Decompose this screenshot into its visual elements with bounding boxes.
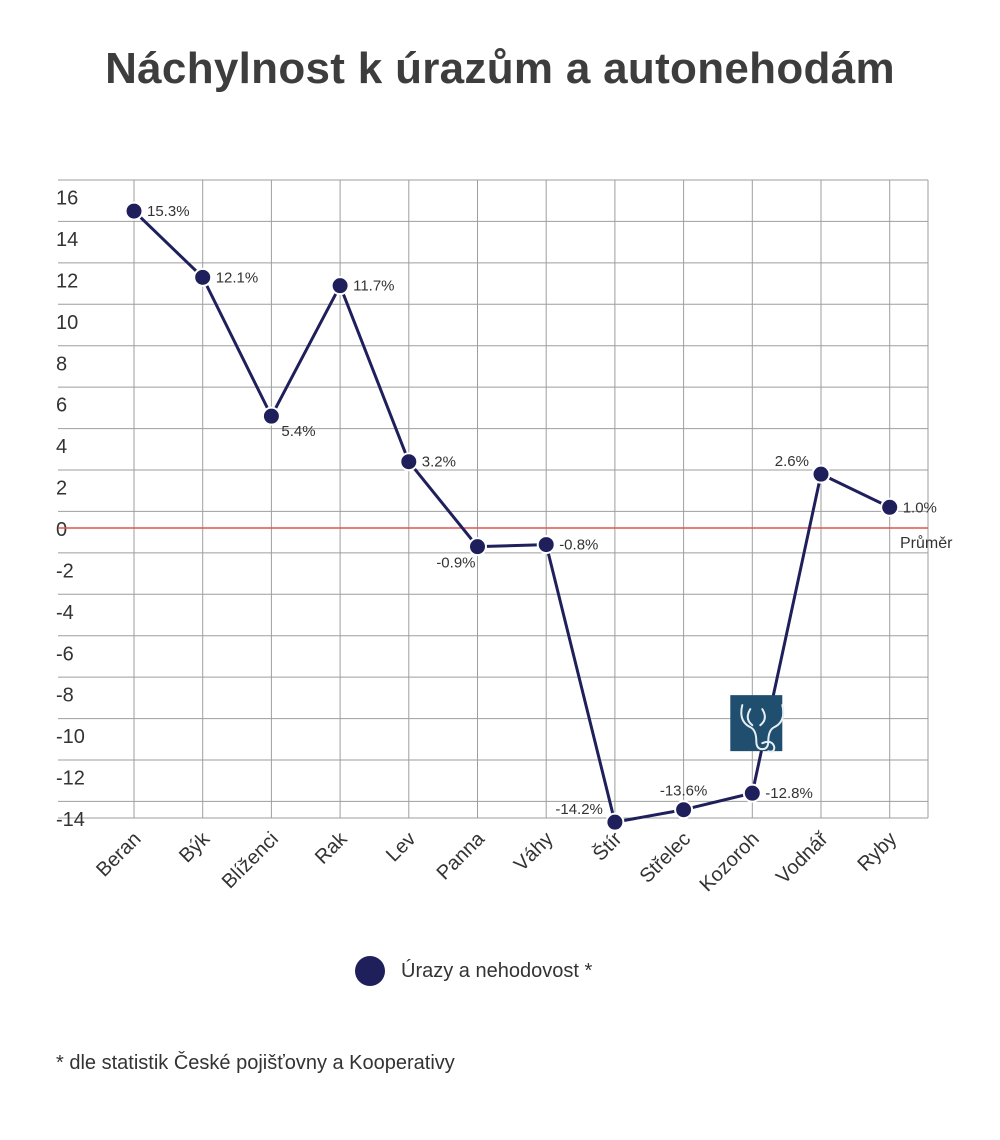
data-labels: 15.3% 12.1% 5.4% 11.7% 3.2% -0.9% -0.8% -14.2% -…	[147, 203, 937, 818]
y-tick-label: -10	[56, 726, 85, 748]
x-tick-label: Kozoroh	[696, 828, 764, 896]
legend-marker	[355, 956, 385, 986]
data-label: 1.0%	[903, 499, 937, 516]
y-tick-label: 10	[56, 312, 78, 334]
data-point	[811, 464, 831, 484]
x-tick-label: Beran	[92, 828, 145, 881]
data-point	[742, 783, 762, 803]
chart-grid	[58, 179, 929, 819]
data-label: 12.1%	[216, 269, 259, 286]
x-tick-label: Ryby	[853, 828, 901, 876]
data-label: -12.8%	[765, 785, 813, 802]
data-point	[605, 812, 625, 832]
data-point	[674, 800, 694, 820]
y-tick-label: 16	[56, 188, 78, 210]
y-tick-label: -12	[56, 768, 85, 790]
x-tick-label: Střelec	[636, 828, 696, 888]
x-tick-label: Lev	[382, 828, 420, 866]
capricorn-goat-icon	[730, 695, 785, 753]
data-points	[124, 201, 900, 832]
x-axis-labels: Beran Býk Blíženci Rak Lev Panna Váhy Štír Střel…	[92, 827, 901, 896]
data-label: 15.3%	[147, 203, 190, 220]
data-point	[261, 406, 281, 426]
data-point	[193, 267, 213, 287]
x-tick-label: Vodnář	[772, 827, 833, 888]
data-label: 2.6%	[775, 453, 809, 470]
chart-title: Náchylnost k úrazům a autonehodám	[105, 44, 895, 93]
y-tick-label: -4	[56, 602, 74, 624]
data-point	[536, 535, 556, 555]
x-tick-label: Býk	[175, 827, 215, 867]
data-point	[124, 201, 144, 221]
y-tick-label: -8	[56, 685, 74, 707]
y-tick-label: -2	[56, 560, 74, 582]
legend: Úrazy a nehodovost *	[355, 956, 592, 986]
data-label: -0.9%	[436, 555, 475, 572]
x-tick-label: Blíženci	[218, 828, 283, 893]
line-chart: 16 14 12 10 8 6 4 2 0 -2 -4 -6 -8 -10 -12 -14 Beran Býk B…	[56, 179, 953, 896]
footnote: * dle statistik České pojišťovny a Koope…	[56, 1052, 455, 1074]
data-label: 11.7%	[353, 278, 394, 295]
x-tick-label: Váhy	[510, 828, 558, 876]
y-tick-label: 12	[56, 270, 78, 292]
average-line-label: Průměr	[900, 534, 953, 552]
y-tick-label: 6	[56, 395, 67, 417]
average-line: Průměr	[58, 527, 953, 552]
data-label: 5.4%	[281, 423, 315, 440]
data-point	[880, 497, 900, 517]
y-tick-label: 4	[56, 436, 67, 458]
y-axis-ticks: 16 14 12 10 8 6 4 2 0 -2 -4 -6 -8 -10 -12 -14	[56, 188, 85, 831]
y-tick-label: -6	[56, 643, 74, 665]
goat-outline	[740, 704, 785, 753]
data-label: -14.2%	[555, 801, 603, 818]
x-tick-label: Panna	[433, 827, 490, 884]
y-tick-label: 14	[56, 229, 78, 251]
y-tick-label: 2	[56, 478, 67, 500]
data-label: -13.6%	[660, 783, 708, 800]
legend-label: Úrazy a nehodovost *	[401, 959, 593, 982]
data-point	[330, 276, 350, 296]
data-label: -0.8%	[559, 537, 598, 554]
data-point	[399, 452, 419, 472]
x-tick-label: Rak	[311, 827, 352, 868]
y-tick-label: -14	[56, 809, 85, 831]
y-tick-label: 0	[56, 519, 67, 541]
y-tick-label: 8	[56, 353, 67, 375]
data-label: 3.2%	[422, 454, 456, 471]
data-point	[468, 537, 487, 557]
x-tick-label: Štír	[588, 827, 627, 866]
